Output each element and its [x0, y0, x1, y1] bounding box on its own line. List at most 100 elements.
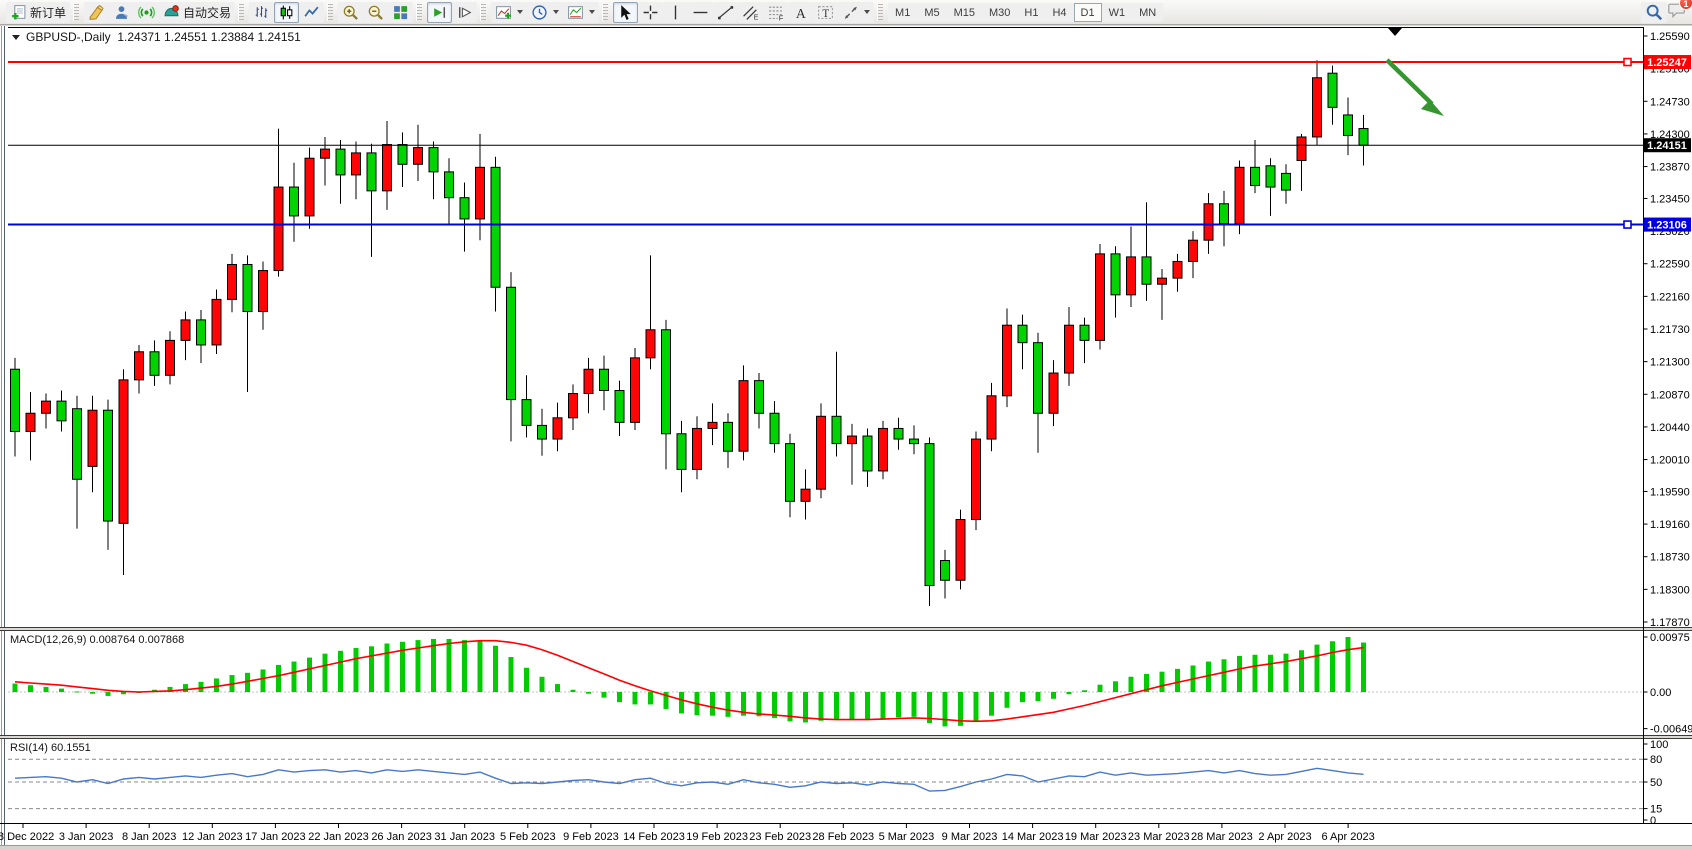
macd-bar	[1128, 676, 1134, 692]
svg-text:1.20440: 1.20440	[1650, 422, 1690, 434]
styler-button[interactable]	[84, 1, 110, 23]
chart-window[interactable]: 1.25590 1.25160 1.24730 1.24300 1.23870 1.234…	[0, 26, 1692, 849]
timeframe-m1[interactable]: M1	[888, 2, 918, 22]
arrows-button[interactable]	[838, 1, 875, 23]
macd-bar	[1361, 642, 1366, 692]
styler-brush-icon	[89, 4, 104, 20]
autotrading-button[interactable]: 自动交易	[159, 1, 236, 23]
search-button[interactable]	[1641, 1, 1667, 23]
line-chart-button[interactable]	[299, 1, 325, 23]
chart-title-text: GBPUSD-,Daily 1.24371 1.24551 1.23884 1.…	[26, 30, 301, 44]
bar-chart-button[interactable]	[249, 1, 275, 23]
templates-dropdown-caret	[589, 10, 596, 14]
horizontal-line-button[interactable]	[688, 1, 714, 23]
timeframe-h4[interactable]: H4	[1045, 2, 1074, 22]
svg-text:23 Feb 2023: 23 Feb 2023	[749, 831, 811, 843]
svg-text:1.24300: 1.24300	[1650, 129, 1690, 141]
line-handle[interactable]	[1623, 57, 1632, 67]
line-chart-icon	[304, 6, 319, 17]
candle-body	[676, 433, 687, 470]
timeframe-mn[interactable]: MN	[1132, 2, 1164, 22]
candle-body	[1002, 324, 1012, 397]
news-button[interactable]	[134, 1, 160, 23]
zoom-in-button[interactable]	[338, 1, 364, 23]
macd-bar	[803, 692, 808, 723]
timeframe-w1[interactable]: W1	[1101, 2, 1133, 22]
vertical-line-icon	[674, 5, 677, 19]
candlestick-chart-button[interactable]	[274, 1, 300, 23]
macd-bar	[198, 681, 204, 692]
candle-body	[87, 409, 98, 467]
trendline-button[interactable]	[713, 1, 739, 23]
candle-body	[1017, 324, 1028, 344]
timeframe-m15[interactable]: M15	[946, 2, 982, 22]
clock-icon	[532, 4, 547, 20]
text-label-icon: T	[818, 5, 833, 19]
resistance-line[interactable]	[8, 57, 1644, 67]
zoom-out-icon	[368, 5, 383, 20]
candle-body	[41, 400, 51, 414]
macd-bar	[632, 692, 638, 705]
new-order-button[interactable]: 新订单	[6, 1, 71, 23]
toolbar-grip	[416, 3, 423, 21]
broadcast-icon	[138, 5, 155, 19]
vertical-line-button[interactable]	[663, 1, 689, 23]
line-handle[interactable]	[1623, 220, 1632, 229]
candle-body	[940, 560, 950, 581]
macd-bar	[818, 692, 824, 721]
chart-frame	[0, 26, 1692, 849]
candle-body	[816, 415, 826, 490]
main-toolbar: 新订单 自动交易	[0, 0, 1692, 25]
chart-menu-arrow-icon	[12, 34, 20, 40]
auto-scroll-button[interactable]	[427, 1, 453, 23]
svg-text:19 Feb 2023: 19 Feb 2023	[686, 831, 748, 843]
community-button[interactable]	[109, 1, 135, 23]
timeframe-m30[interactable]: M30	[982, 2, 1018, 22]
svg-text:28 Feb 2023: 28 Feb 2023	[812, 831, 874, 843]
chart-shift-button[interactable]	[452, 1, 478, 23]
candle-body	[1095, 253, 1105, 341]
new-order-icon	[12, 4, 26, 19]
svg-text:23 Mar 2023: 23 Mar 2023	[1128, 831, 1190, 843]
indicators-button[interactable]	[491, 1, 528, 23]
candle-body	[769, 412, 780, 445]
candle-body	[831, 415, 842, 445]
macd-bar	[880, 692, 886, 719]
macd-bar	[400, 641, 405, 692]
chart-canvas[interactable]: 1.255901.251601.247301.243001.238701.234…	[0, 26, 1692, 849]
trend-arrow[interactable]	[1385, 58, 1444, 116]
candle-body	[1203, 203, 1214, 241]
text-button[interactable]: A	[788, 1, 814, 23]
macd-bar	[214, 678, 219, 692]
equidistant-channel-button[interactable]: E	[738, 1, 764, 23]
notifications-button[interactable]: 1	[1667, 0, 1692, 24]
text-a-icon: A	[796, 5, 806, 20]
macd-bar	[601, 692, 607, 698]
tile-windows-button[interactable]	[388, 1, 414, 23]
candle-body	[459, 197, 470, 220]
templates-button[interactable]	[563, 1, 600, 23]
candle-body	[630, 357, 640, 423]
toolbar-grip	[602, 3, 609, 21]
svg-text:5 Feb 2023: 5 Feb 2023	[500, 831, 556, 843]
text-label-button[interactable]: T	[813, 1, 839, 23]
trendline-icon	[718, 5, 734, 19]
macd-bar	[74, 691, 80, 693]
tile-windows-icon	[394, 5, 408, 19]
svg-text:1.24730: 1.24730	[1650, 96, 1690, 108]
svg-text:6 Apr 2023: 6 Apr 2023	[1321, 831, 1374, 843]
candle-body	[165, 339, 175, 376]
timeframe-d1[interactable]: D1	[1073, 2, 1102, 22]
timeframe-h1[interactable]: H1	[1017, 2, 1046, 22]
fibonacci-button[interactable]: F	[763, 1, 789, 23]
macd-bar	[896, 692, 901, 718]
macd-indicator-label: MACD(12,26,9) 0.008764 0.007868	[10, 634, 185, 646]
zoom-out-button[interactable]	[363, 1, 389, 23]
crosshair-button[interactable]	[638, 1, 664, 23]
periods-button[interactable]	[527, 1, 564, 23]
timeframe-m5[interactable]: M5	[917, 2, 947, 22]
support-line[interactable]	[8, 220, 1644, 229]
indicators-dropdown-caret	[517, 10, 524, 14]
cursor-button[interactable]	[613, 1, 639, 23]
svg-text:1.23106: 1.23106	[1647, 220, 1687, 232]
